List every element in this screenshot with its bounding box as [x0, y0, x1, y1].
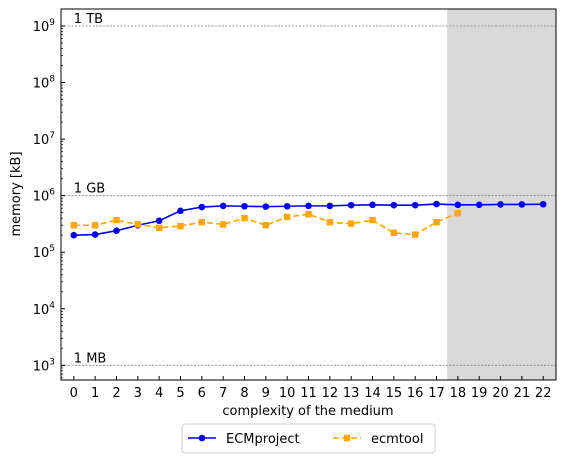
x-tick-label: 15	[386, 386, 403, 401]
x-tick-label: 9	[262, 386, 270, 401]
legend-frame	[181, 423, 436, 454]
data-point-ecmproject	[347, 201, 355, 209]
legend-marker-ecmtool	[343, 434, 351, 442]
data-point-ecmtool	[433, 218, 440, 226]
x-tick-label: 16	[407, 386, 424, 401]
data-point-ecmproject	[497, 201, 504, 208]
x-tick-label: 4	[155, 386, 163, 401]
x-tick-label: 8	[240, 386, 248, 401]
data-point-ecmtool	[305, 211, 312, 218]
y-tick-label: 108	[33, 75, 56, 92]
y-tick-label: 104	[33, 301, 56, 318]
legend: ECMproject ecmtool	[181, 423, 436, 454]
x-tick-label: 6	[198, 386, 206, 401]
data-point-ecmproject	[390, 201, 398, 209]
reference-line-label: 1 MB	[74, 351, 107, 366]
data-point-ecmtool	[113, 216, 120, 224]
x-tick-label: 2	[112, 386, 120, 401]
data-point-ecmproject	[113, 227, 120, 235]
data-point-ecmproject	[475, 201, 483, 209]
reference-line-label: 1 GB	[74, 182, 105, 197]
data-point-ecmproject	[177, 207, 184, 215]
y-tick-label: 106	[33, 188, 56, 205]
data-point-ecmtool	[390, 229, 398, 237]
data-point-ecmtool	[91, 222, 99, 229]
data-point-ecmproject	[454, 201, 462, 209]
y-axis-label: memory [kB]	[9, 151, 24, 236]
data-point-ecmtool	[177, 222, 184, 230]
data-point-ecmproject	[326, 202, 334, 210]
data-point-ecmtool	[454, 209, 462, 217]
data-point-ecmproject	[305, 202, 312, 210]
y-tick-label: 107	[33, 131, 55, 148]
data-point-ecmtool	[134, 221, 142, 228]
data-point-ecmtool	[241, 214, 248, 222]
x-tick-label: 14	[364, 386, 381, 401]
data-point-ecmtool	[70, 222, 78, 229]
data-point-ecmtool	[369, 216, 376, 224]
data-point-ecmtool	[283, 213, 291, 221]
x-tick-label: 3	[134, 386, 142, 401]
y-tick-label: 109	[33, 18, 56, 35]
x-tick-label: 5	[176, 386, 184, 401]
data-point-ecmtool	[347, 220, 355, 227]
y-tick-label: 103	[33, 357, 55, 374]
x-tick-label: 12	[322, 386, 339, 401]
x-tick-label: 0	[70, 386, 78, 401]
x-axis-label: complexity of the medium	[222, 404, 393, 419]
x-tick-label: 20	[492, 386, 509, 401]
data-point-ecmproject	[262, 203, 270, 210]
x-tick-label: 22	[535, 386, 552, 401]
data-point-ecmtool	[155, 224, 163, 232]
x-tick-label: 10	[279, 386, 296, 401]
y-tick-label: 105	[33, 244, 55, 261]
data-point-ecmproject	[70, 231, 78, 239]
data-point-ecmtool	[262, 222, 270, 229]
data-point-ecmproject	[369, 201, 376, 209]
x-tick-label: 21	[514, 386, 531, 401]
shaded-region	[447, 9, 556, 380]
x-tick-label: 19	[471, 386, 488, 401]
legend-label-ecmproject: ECMproject	[226, 432, 300, 447]
x-tick-label: 1	[91, 386, 99, 401]
data-point-ecmproject	[241, 202, 248, 210]
data-point-ecmproject	[91, 231, 99, 238]
legend-marker-ecmproject	[198, 434, 206, 442]
legend-label-ecmtool: ecmtool	[371, 432, 423, 447]
x-tick-label: 7	[219, 386, 227, 401]
reference-line-label: 1 TB	[74, 12, 103, 27]
data-point-ecmproject	[411, 201, 419, 209]
data-point-ecmtool	[411, 231, 419, 238]
x-tick-label: 18	[450, 386, 467, 401]
data-point-ecmproject	[198, 203, 206, 211]
data-point-ecmtool	[198, 218, 206, 226]
data-point-ecmtool	[326, 218, 334, 226]
data-point-ecmproject	[433, 200, 440, 208]
x-tick-label: 11	[300, 386, 317, 401]
x-tick-label: 13	[343, 386, 360, 401]
data-point-ecmproject	[518, 201, 526, 208]
data-point-ecmtool	[219, 221, 227, 228]
data-point-ecmproject	[219, 202, 227, 210]
data-point-ecmproject	[283, 202, 291, 210]
data-point-ecmproject	[155, 217, 163, 225]
data-point-ecmproject	[539, 200, 547, 208]
x-tick-label: 17	[428, 386, 445, 401]
